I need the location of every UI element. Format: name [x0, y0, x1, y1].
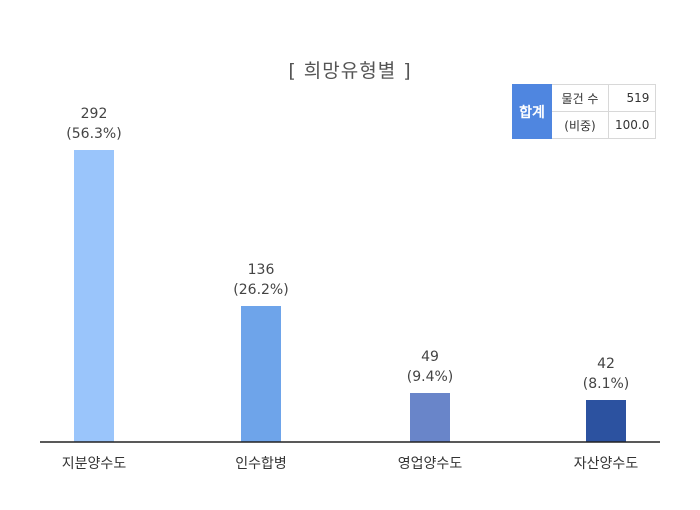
- bar-percent-label-1: (56.3%): [66, 126, 121, 142]
- bar-2: [241, 306, 281, 442]
- bar-value-label-4: 42: [597, 356, 615, 372]
- bar-percent-label-3: (9.4%): [407, 369, 454, 385]
- bar-value-label-2: 136: [248, 262, 275, 278]
- summary-table: 합계 물건 수 519 (비중) 100.0: [512, 84, 657, 139]
- bar-value-label-3: 49: [421, 349, 439, 365]
- chart-title: [ 희망유형별 ]: [288, 60, 412, 82]
- bar-1: [74, 150, 114, 442]
- category-label-4: 자산양수도: [574, 456, 639, 472]
- bar-3: [410, 393, 450, 442]
- bars-group: 292 (56.3%) 지분양수도 136 (26.2%) 인수합병 49 (9.4%) 영업양…: [62, 106, 639, 472]
- category-label-3: 영업양수도: [398, 456, 463, 472]
- bar-4: [586, 400, 626, 442]
- summary-share-label: (비중): [551, 111, 609, 139]
- bar-percent-label-2: (26.2%): [233, 282, 288, 298]
- category-label-1: 지분양수도: [62, 456, 127, 472]
- bar-value-label-1: 292: [81, 106, 108, 122]
- category-label-2: 인수합병: [235, 456, 287, 472]
- summary-share-value: 100.0: [607, 111, 657, 139]
- bar-percent-label-4: (8.1%): [583, 376, 630, 392]
